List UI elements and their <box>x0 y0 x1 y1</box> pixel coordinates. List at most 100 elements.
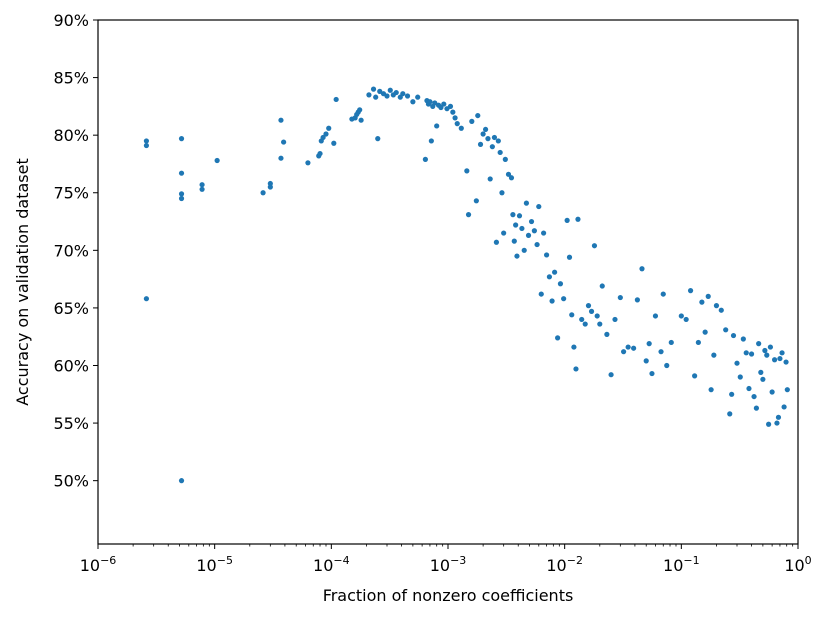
data-point <box>591 243 598 249</box>
data-point <box>502 156 508 162</box>
data-point <box>751 393 757 400</box>
x-axis-label: Fraction of nonzero coefficients <box>323 586 574 605</box>
data-point <box>143 296 150 302</box>
y-tick-label: 85% <box>53 69 89 88</box>
data-point <box>513 222 519 228</box>
data-point <box>441 101 447 107</box>
axes-frame <box>97 19 799 545</box>
data-point <box>582 321 588 327</box>
data-point <box>687 288 694 294</box>
data-point <box>370 86 377 92</box>
data-point <box>493 239 500 245</box>
data-point <box>594 313 600 319</box>
y-tick-label: 55% <box>53 414 89 433</box>
data-point <box>705 293 711 299</box>
data-point <box>625 344 631 350</box>
data-point <box>536 203 542 210</box>
data-point <box>404 93 411 99</box>
data-point <box>771 357 778 363</box>
data-point <box>779 350 785 356</box>
data-point <box>737 374 743 380</box>
data-point <box>454 121 460 127</box>
data-point <box>566 254 573 260</box>
data-point <box>199 182 205 188</box>
data-point <box>477 141 484 147</box>
data-point <box>634 297 640 303</box>
data-point <box>428 138 434 144</box>
data-point <box>552 269 558 275</box>
data-point <box>410 99 416 105</box>
data-point <box>178 191 185 197</box>
data-point <box>561 296 567 302</box>
data-point <box>534 241 540 248</box>
data-point <box>495 138 501 144</box>
data-point <box>777 355 783 362</box>
data-point <box>743 350 749 356</box>
data-point <box>646 341 652 347</box>
data-point <box>762 347 768 354</box>
data-point <box>450 109 456 115</box>
data-point <box>485 136 491 142</box>
data-point <box>260 190 266 196</box>
data-point <box>557 281 564 287</box>
data-point <box>756 341 762 347</box>
data-point <box>588 308 595 314</box>
data-point <box>508 175 515 181</box>
data-point <box>617 294 623 301</box>
data-point <box>718 307 724 313</box>
y-tick-label: 70% <box>53 241 89 260</box>
data-point <box>713 303 720 309</box>
data-point <box>585 303 592 309</box>
data-point <box>571 344 577 350</box>
data-point <box>748 351 755 357</box>
data-point <box>758 369 764 375</box>
data-point <box>465 212 472 218</box>
data-point <box>497 149 503 156</box>
data-point <box>458 125 464 131</box>
data-point <box>320 134 326 141</box>
y-tick-label: 75% <box>53 184 89 203</box>
x-tick-label: 10−3 <box>430 554 467 575</box>
data-points <box>143 86 790 484</box>
data-point <box>393 89 399 96</box>
data-point <box>499 190 505 196</box>
data-point <box>143 142 150 149</box>
data-point <box>178 195 185 202</box>
data-point <box>729 391 735 397</box>
data-point <box>464 168 470 174</box>
data-point <box>683 316 689 323</box>
x-tick-label: 10−1 <box>663 554 700 575</box>
data-point <box>415 94 421 100</box>
data-point <box>427 99 433 105</box>
data-point <box>473 198 479 204</box>
y-axis: 50% 55% 60% 65% 70% 75% 80% 85% 90% <box>53 11 98 491</box>
data-point <box>487 176 493 182</box>
data-point <box>621 349 627 355</box>
x-tick-label: 10−4 <box>313 554 350 575</box>
y-tick-label: 60% <box>53 356 89 375</box>
data-point <box>267 184 273 190</box>
data-point <box>575 216 581 222</box>
data-point <box>740 336 746 342</box>
data-point <box>781 404 787 410</box>
data-point <box>519 225 525 232</box>
data-point <box>678 313 684 319</box>
data-point <box>660 291 666 297</box>
data-point <box>784 387 790 393</box>
data-point <box>438 104 444 111</box>
data-point <box>422 156 428 162</box>
data-point <box>579 316 585 323</box>
data-point <box>366 92 372 98</box>
data-point <box>639 266 645 272</box>
data-point <box>278 117 284 123</box>
data-point <box>531 228 537 234</box>
data-point <box>711 352 717 358</box>
data-point <box>516 213 523 219</box>
data-point <box>521 247 527 253</box>
data-point <box>783 359 789 365</box>
data-point <box>326 125 332 131</box>
data-point <box>511 238 517 244</box>
data-point <box>510 212 516 218</box>
data-point <box>514 253 520 259</box>
